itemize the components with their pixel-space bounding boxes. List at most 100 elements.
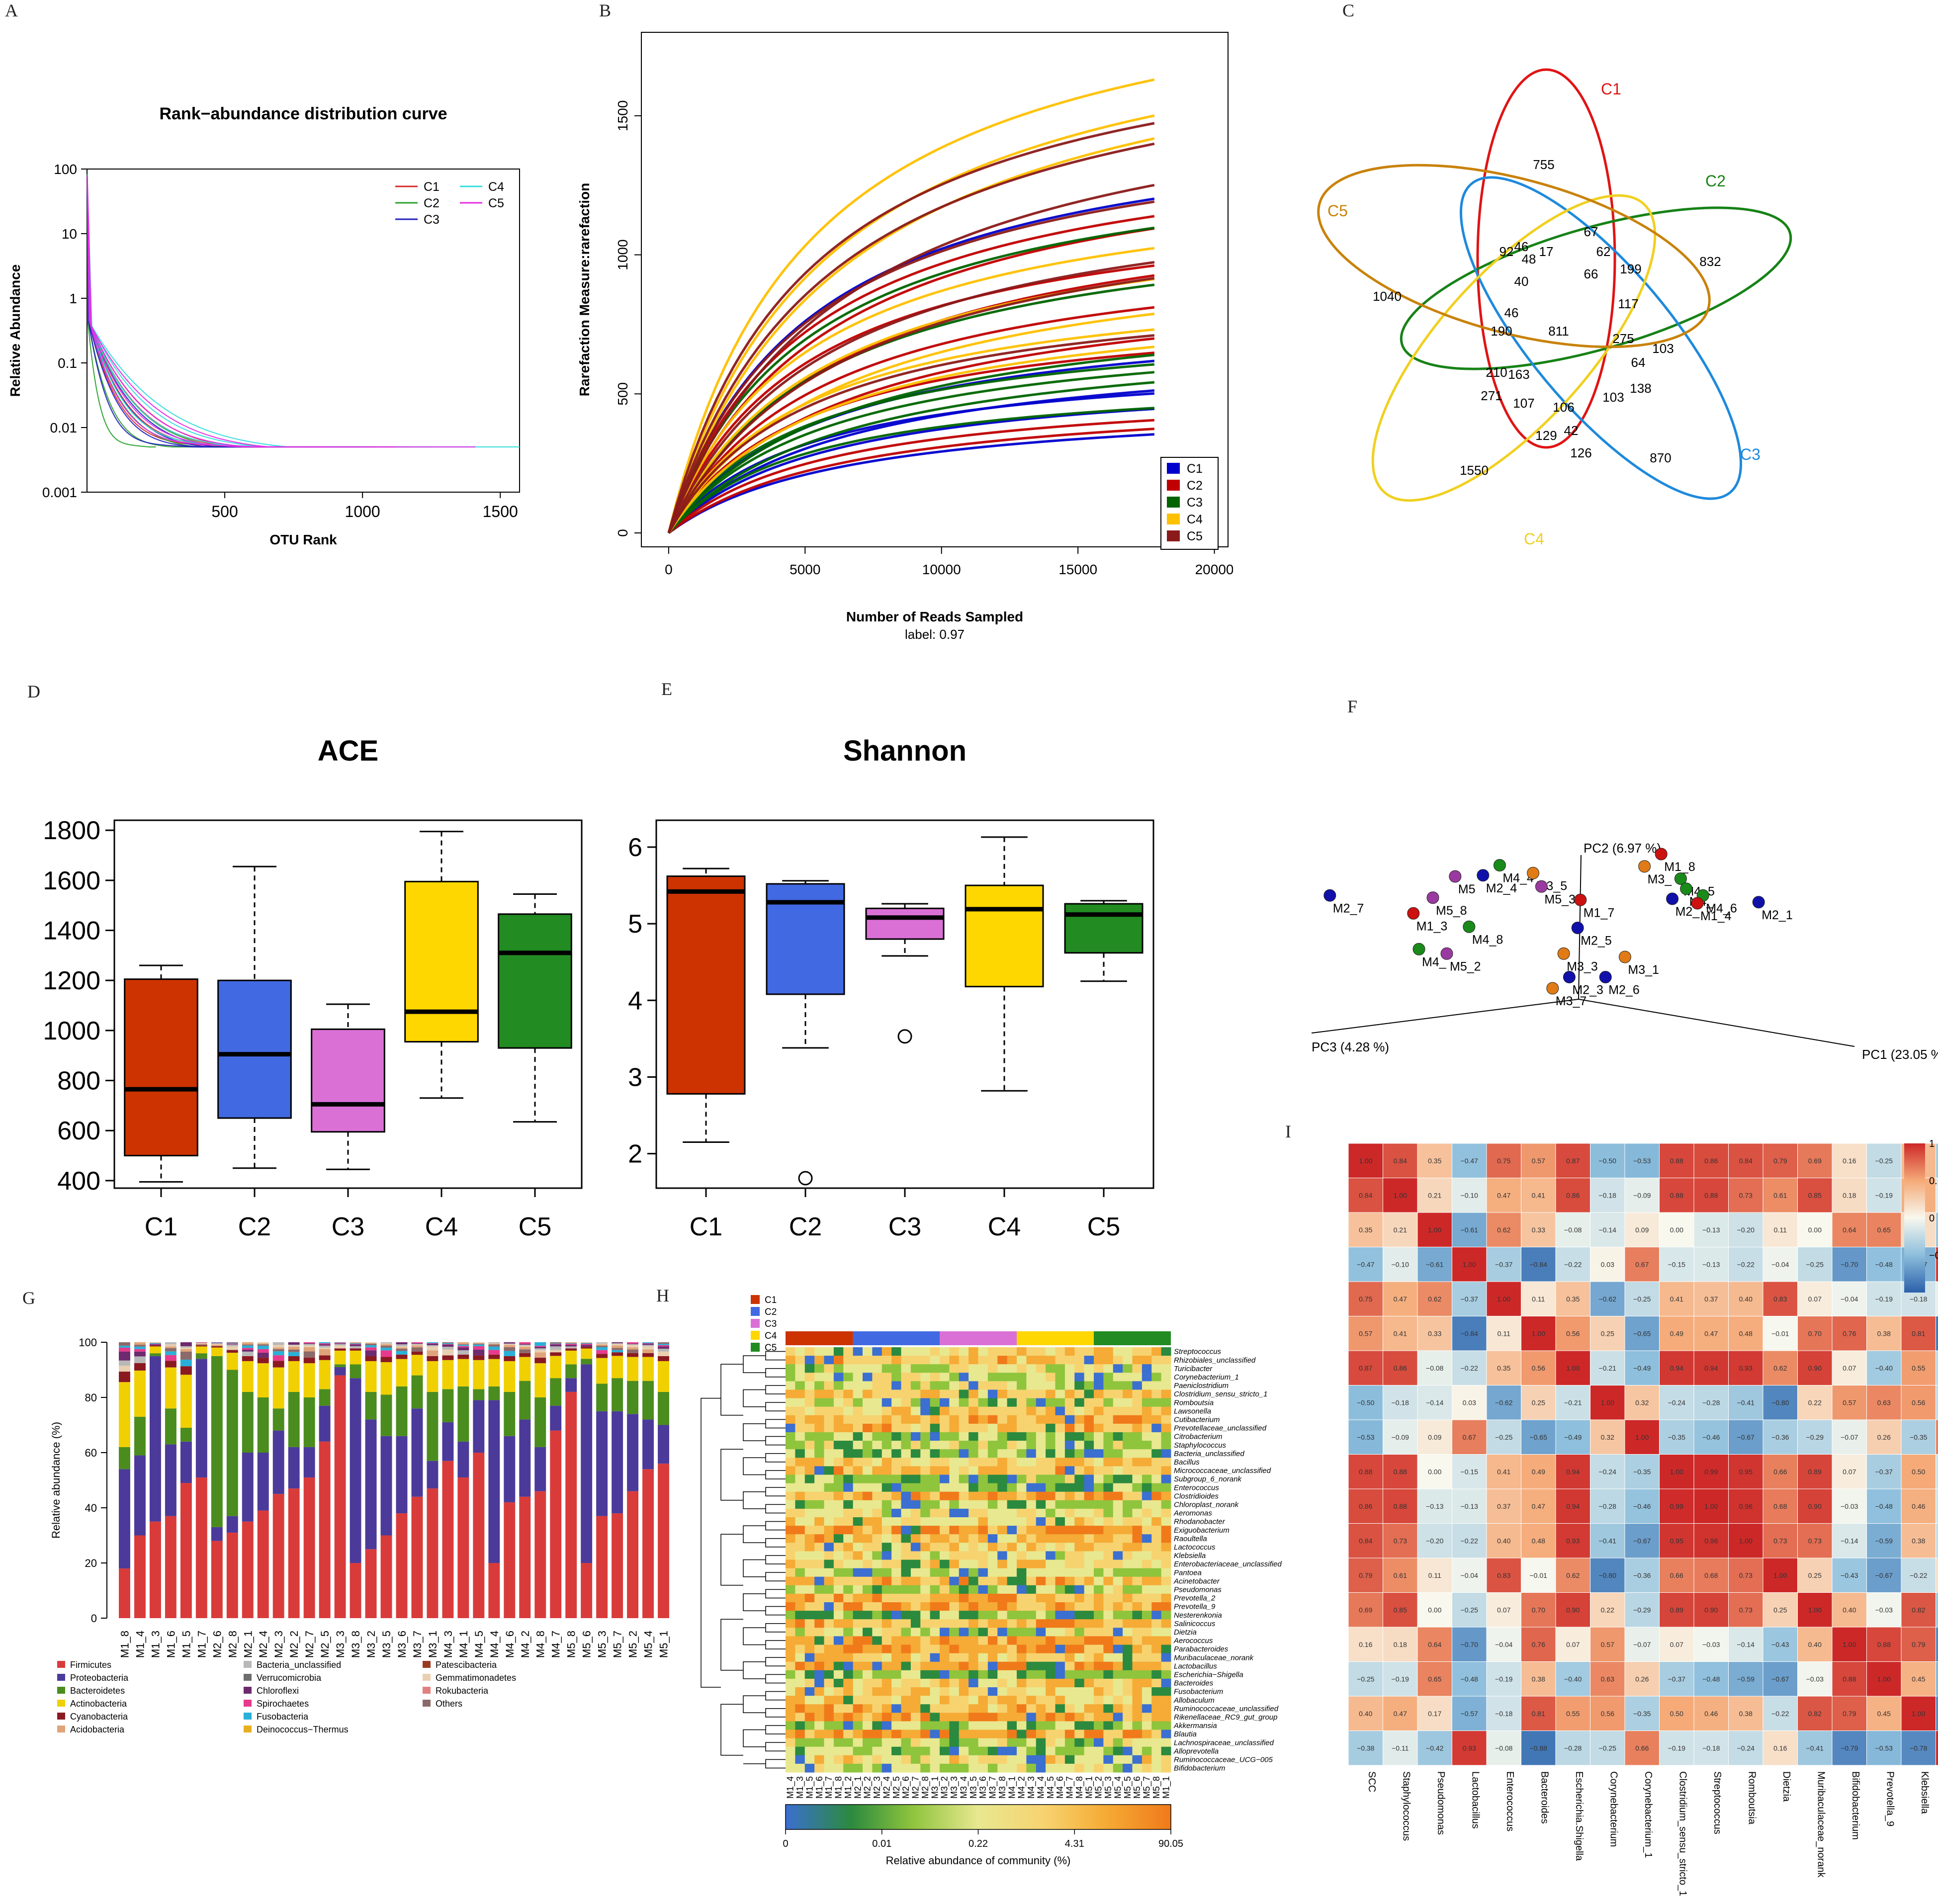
legend-swatch	[423, 1674, 431, 1681]
rarefaction-curve-c3	[668, 381, 1155, 534]
heatmap-cell	[1046, 1619, 1056, 1628]
corr-cell	[1383, 1212, 1418, 1247]
heatmap-cell	[795, 1551, 805, 1560]
heatmap-cell	[1046, 1576, 1056, 1586]
stacked-bar-segment	[226, 1370, 238, 1516]
corr-value: 0.56	[1601, 1710, 1614, 1718]
y-tick-label: 1000	[615, 239, 630, 270]
heatmap-cell	[1084, 1466, 1094, 1475]
corr-value: 0.81	[1912, 1329, 1925, 1337]
corr-value: 0.90	[1704, 1606, 1718, 1614]
rank-curve-c1	[87, 182, 410, 448]
heatmap-cell	[910, 1466, 921, 1475]
corr-value: 0.90	[1808, 1364, 1822, 1372]
heatmap-cell	[795, 1576, 805, 1586]
x-tick-label: M4_5	[473, 1631, 485, 1658]
heatmap-cell	[1007, 1611, 1017, 1620]
column-label: SCC	[1366, 1771, 1377, 1792]
corr-value: 0.65	[1877, 1226, 1891, 1234]
heatmap-cell	[901, 1483, 911, 1492]
heatmap-cell	[901, 1576, 911, 1586]
heatmap-cell	[1036, 1406, 1046, 1416]
corr-value: −0.80	[1771, 1398, 1789, 1406]
stacked-bar-segment	[211, 1344, 223, 1346]
heatmap-cell	[786, 1611, 795, 1620]
corr-value: 0.16	[1843, 1157, 1856, 1165]
column-label: Pseudomonas	[1435, 1771, 1446, 1835]
heatmap-cell	[833, 1670, 844, 1679]
corr-cell	[1348, 1178, 1383, 1213]
heatmap-cell	[940, 1526, 950, 1535]
heatmap-cell	[1074, 1568, 1085, 1577]
corr-value: 0.70	[1532, 1606, 1545, 1614]
heatmap-cell	[1036, 1568, 1046, 1577]
corr-value: −0.42	[1426, 1744, 1444, 1752]
heatmap-cell	[1074, 1458, 1085, 1467]
heatmap-cell	[1161, 1483, 1171, 1492]
corr-value: −0.28	[1564, 1744, 1582, 1752]
heatmap-cell	[1094, 1483, 1104, 1492]
corr-cell	[1866, 1212, 1902, 1247]
heatmap-cell	[1123, 1423, 1133, 1433]
heatmap-cell	[891, 1517, 901, 1526]
heatmap-cell	[1074, 1738, 1085, 1747]
venn-region-count: 92	[1499, 244, 1514, 259]
heatmap-cell	[1036, 1517, 1046, 1526]
heatmap-cell	[1142, 1721, 1152, 1730]
corr-value: −0.13	[1702, 1260, 1720, 1268]
heatmap-cell	[863, 1474, 873, 1484]
heatmap-cell	[853, 1415, 863, 1424]
corr-cell	[1383, 1247, 1418, 1282]
heatmap-cell	[1055, 1696, 1065, 1705]
column-label: M5_2	[1094, 1776, 1104, 1799]
heatmap-cell	[814, 1415, 824, 1424]
heatmap-cell	[901, 1670, 911, 1679]
heatmap-cell	[863, 1381, 873, 1390]
heatmap-cell	[901, 1619, 911, 1628]
heatmap-cell	[987, 1483, 998, 1492]
corr-cell	[1452, 1143, 1487, 1178]
corr-cell	[1866, 1488, 1902, 1524]
heatmap-cell	[949, 1474, 960, 1484]
heatmap-cell	[997, 1373, 1008, 1382]
corr-value: 0.88	[1670, 1191, 1683, 1199]
heatmap-cell	[795, 1628, 805, 1637]
heatmap-cell	[1094, 1696, 1104, 1705]
heatmap-cell	[920, 1653, 931, 1662]
heatmap-cell	[863, 1458, 873, 1467]
corr-cell	[1624, 1316, 1660, 1351]
heatmap-cell	[997, 1389, 1008, 1399]
corr-value: 0.79	[1359, 1571, 1372, 1579]
heatmap-cell	[949, 1559, 960, 1569]
heatmap-cell	[969, 1661, 978, 1671]
pca-point-label: M5_2	[1450, 959, 1481, 973]
heatmap-cell	[872, 1628, 882, 1637]
heatmap-cell	[987, 1585, 998, 1594]
heatmap-cell	[1017, 1730, 1027, 1739]
stacked-bar-segment	[165, 1351, 176, 1355]
venn-region-count: 46	[1514, 239, 1529, 254]
corr-cell	[1936, 1316, 1938, 1351]
heatmap-cell	[1064, 1713, 1075, 1722]
venn-set-c1	[1476, 68, 1616, 449]
heatmap-cell	[987, 1474, 998, 1484]
heatmap-cell	[1094, 1730, 1104, 1739]
corr-value: 0.73	[1739, 1191, 1753, 1199]
heatmap-cell	[1017, 1576, 1027, 1586]
heatmap-cell	[930, 1517, 940, 1526]
stacked-bar-segment	[442, 1342, 454, 1343]
stacked-bar-segment	[473, 1349, 485, 1356]
stacked-bar-segment	[457, 1477, 469, 1618]
corr-cell	[1348, 1488, 1383, 1524]
heatmap-cell	[1074, 1432, 1085, 1441]
heatmap-cell	[969, 1611, 978, 1620]
heatmap-cell	[881, 1636, 892, 1645]
heatmap-cell	[1123, 1517, 1133, 1526]
heatmap-cell	[978, 1466, 988, 1475]
x-tick-label: C1	[690, 1212, 722, 1241]
corr-value: −0.19	[1668, 1744, 1686, 1752]
x-tick-label: C3	[332, 1212, 364, 1241]
corr-value: 1.00	[1739, 1537, 1753, 1545]
stacked-bar-segment	[272, 1351, 284, 1356]
stacked-bar-segment	[457, 1359, 469, 1386]
